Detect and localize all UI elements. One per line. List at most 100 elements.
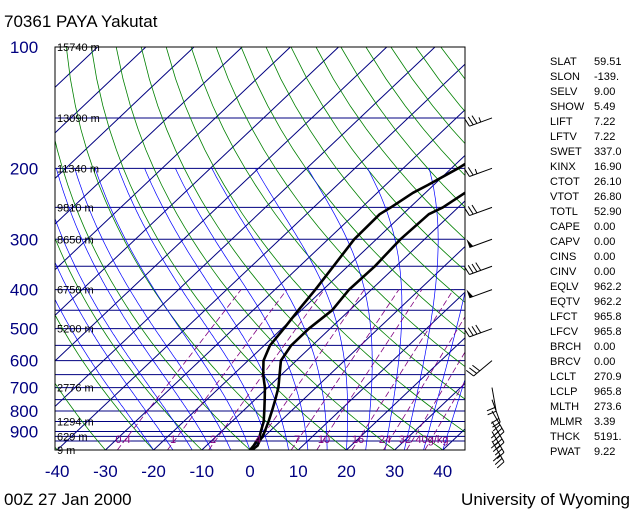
wind-barb — [490, 421, 505, 449]
index-key: MLTH — [550, 401, 580, 413]
index-value: 0.00 — [594, 266, 616, 278]
index-key: TOTL — [550, 206, 578, 218]
index-value: 270.9 — [594, 371, 622, 383]
index-value: 26.80 — [594, 191, 622, 203]
pressure-tick-label: 600 — [10, 352, 38, 371]
index-value: 962.2 — [594, 281, 622, 293]
index-key: BRCH — [550, 341, 582, 353]
moist-adiabat — [423, 290, 465, 450]
moist-adiabat — [211, 168, 328, 450]
moist-adiabat — [74, 168, 232, 450]
index-key: EQTV — [550, 296, 580, 308]
temperature-tick-label: -10 — [190, 462, 215, 481]
moist-adiabat — [55, 298, 154, 450]
barb-full — [464, 328, 470, 338]
index-value: 7.22 — [594, 131, 616, 143]
index-value: 3.39 — [594, 416, 616, 428]
mixing-ratio-line — [351, 289, 454, 450]
page-title: 70361 PAYA Yakutat — [4, 12, 158, 31]
plot-frame — [54, 46, 466, 451]
wind-barb — [465, 360, 493, 377]
height-label: 629 m — [57, 431, 88, 443]
height-label: 5200 m — [57, 324, 94, 336]
dry-adiabat — [215, 47, 465, 368]
isotherm — [153, 154, 465, 450]
isotherm — [55, 47, 243, 225]
mixing-ratio-label: 10 — [318, 434, 330, 446]
mixing-ratio-label: 32 — [399, 434, 411, 446]
index-value: 0.00 — [594, 236, 616, 248]
index-key: SLON — [550, 71, 580, 83]
isotherm — [297, 291, 465, 450]
barb-full — [494, 457, 503, 465]
isotherm — [55, 47, 195, 180]
temperature-tick-label: -40 — [45, 462, 70, 481]
temperature-profile — [251, 191, 465, 450]
barb-half — [478, 117, 482, 123]
moist-adiabat — [442, 378, 465, 450]
moist-adiabat — [55, 217, 193, 450]
dry-adiabat — [190, 47, 465, 400]
wind-barb — [464, 167, 493, 177]
index-value: -139. — [594, 71, 620, 83]
index-key: CINV — [550, 266, 577, 278]
moist-adiabat — [55, 168, 212, 450]
pressure-tick-label: 300 — [10, 230, 38, 249]
index-value: 9.00 — [594, 86, 616, 98]
index-value: 5191. — [594, 431, 622, 443]
index-value: 965.8 — [594, 326, 622, 338]
index-value: 965.8 — [594, 386, 622, 398]
isotherm — [0, 47, 1, 450]
dry-adiabat — [315, 47, 465, 240]
pressure-tick-label: 900 — [10, 423, 38, 442]
barb-half — [474, 168, 478, 174]
index-value: 52.90 — [594, 206, 622, 218]
index-value: 16.90 — [594, 161, 622, 173]
moist-adiabat — [175, 168, 309, 450]
index-key: CINS — [550, 251, 577, 263]
wind-barb — [466, 238, 493, 248]
barb-full — [471, 115, 478, 124]
barb-full — [471, 204, 478, 214]
index-key: EQLV — [550, 281, 579, 293]
barb-full — [472, 364, 481, 372]
height-label: 15740 m — [57, 42, 100, 54]
index-value: 962.2 — [594, 296, 622, 308]
wind-barb — [466, 289, 493, 299]
moist-adiabat — [94, 168, 251, 450]
index-key: LCLP — [550, 386, 578, 398]
barb-full — [467, 327, 474, 336]
barb-flag — [466, 239, 474, 248]
credit: University of Wyoming — [461, 490, 630, 509]
observation-time: 00Z 27 Jan 2000 — [4, 490, 132, 509]
barb-full — [464, 266, 470, 275]
isotherm — [105, 109, 465, 450]
temperature-tick-label: 40 — [433, 462, 452, 481]
index-key: SWET — [550, 146, 582, 158]
isotherm — [55, 47, 339, 316]
barb-full — [467, 206, 474, 215]
mixing-ratio-label: 24 — [379, 434, 391, 446]
plot-area — [0, 47, 465, 450]
isotherm — [55, 47, 436, 408]
pressure-tick-label: 100 — [10, 38, 38, 57]
pressure-tick-label: 500 — [10, 320, 38, 339]
index-key: CAPE — [550, 221, 580, 233]
index-key: LFCV — [550, 326, 579, 338]
mixing-ratio-label: 4 — [255, 434, 261, 446]
index-value: 0.00 — [594, 341, 616, 353]
barb-staff — [469, 206, 493, 217]
dry-adiabat — [265, 47, 465, 303]
moist-adiabat — [403, 168, 439, 450]
index-key: MLMR — [550, 416, 583, 428]
mixing-ratio-line — [316, 289, 423, 450]
moist-adiabat — [117, 168, 270, 450]
index-value: 965.8 — [594, 311, 622, 323]
dry-adiabat — [55, 237, 203, 450]
index-value: 0.00 — [594, 356, 616, 368]
isotherm — [346, 337, 465, 450]
barb-full — [492, 424, 501, 432]
index-key: LFCT — [550, 311, 578, 323]
dry-adiabat — [165, 47, 465, 433]
